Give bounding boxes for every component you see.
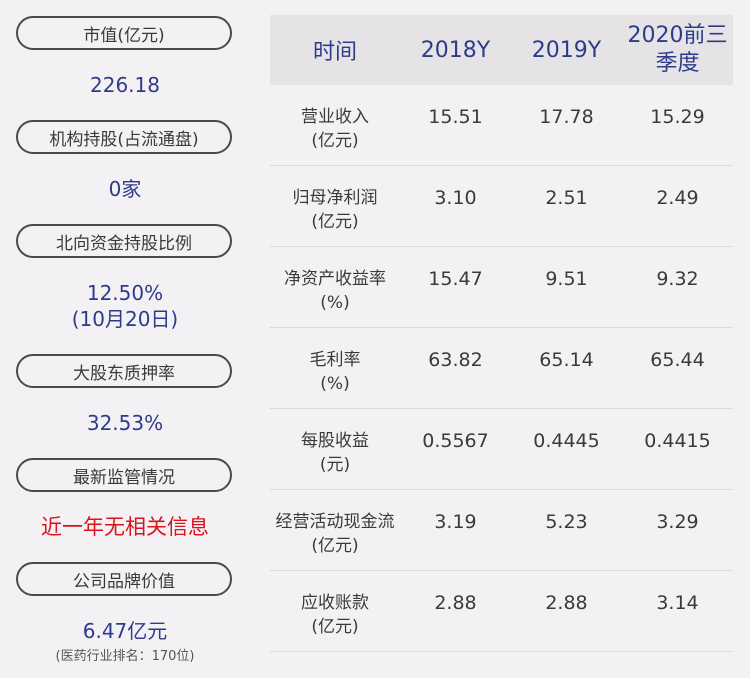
financial-table: 时间 2018Y 2019Y 2020前三季度 营业收入 (亿元) 15.51 1… — [270, 15, 733, 652]
row-label: 归母净利润 (亿元) — [292, 188, 378, 232]
left-panel: 市值(亿元) 226.18 机构持股(占流通盘) 0家 北向资金持股比例 12.… — [0, 0, 250, 678]
brand-value-value: 6.47亿元 — [82, 619, 168, 643]
table-header: 时间 2018Y 2019Y 2020前三季度 — [270, 15, 733, 85]
northbound-ratio-value: 12.50% — [86, 281, 164, 305]
cell-2019: 2.51 — [545, 187, 588, 209]
cell-2018: 0.5567 — [422, 430, 489, 452]
table-row: 经营活动现金流 (亿元) 3.19 5.23 3.29 — [270, 490, 733, 571]
regulation-status-label: 最新监管情况 — [16, 458, 232, 492]
table-row: 毛利率 (%) 63.82 65.14 65.44 — [270, 328, 733, 409]
row-label: 毛利率 (%) — [309, 350, 361, 394]
row-label: 营业收入 (亿元) — [301, 107, 369, 151]
brand-value-label: 公司品牌价值 — [16, 562, 232, 596]
cell-2020: 0.4415 — [644, 430, 711, 452]
institutional-holding-value: 0家 — [108, 177, 142, 201]
cell-2018: 63.82 — [428, 349, 483, 371]
cell-2018: 3.10 — [434, 187, 477, 209]
table-row: 应收账款 (亿元) 2.88 2.88 3.14 — [270, 571, 733, 652]
cell-2020: 65.44 — [650, 349, 705, 371]
header-time: 时间 — [312, 40, 357, 65]
row-label: 应收账款 (亿元) — [301, 593, 369, 637]
cell-2020: 15.29 — [650, 106, 705, 128]
institutional-holding-label: 机构持股(占流通盘) — [16, 120, 232, 154]
regulation-status-value: 近一年无相关信息 — [41, 515, 209, 539]
pledge-ratio-label: 大股东质押率 — [16, 354, 232, 388]
cell-2019: 17.78 — [539, 106, 594, 128]
header-2019: 2019Y — [531, 37, 602, 63]
cell-2019: 0.4445 — [533, 430, 600, 452]
cell-2018: 15.47 — [428, 268, 483, 290]
cell-2019: 5.23 — [545, 511, 588, 533]
cell-2018: 3.19 — [434, 511, 477, 533]
market-cap-value: 226.18 — [90, 73, 160, 97]
northbound-ratio-date: (10月20日) — [71, 307, 179, 331]
row-label: 净资产收益率 (%) — [284, 269, 386, 313]
cell-2020: 2.49 — [656, 187, 699, 209]
header-2018: 2018Y — [420, 37, 491, 63]
table-row: 营业收入 (亿元) 15.51 17.78 15.29 — [270, 85, 733, 166]
pledge-ratio-value: 32.53% — [86, 411, 164, 435]
cell-2020: 3.29 — [656, 511, 699, 533]
cell-2019: 2.88 — [545, 592, 588, 614]
row-label: 每股收益 (元) — [301, 431, 369, 475]
row-label: 经营活动现金流 (亿元) — [275, 512, 395, 556]
header-2020-q3: 2020前三季度 — [627, 23, 728, 76]
cell-2019: 65.14 — [539, 349, 594, 371]
table-row: 每股收益 (元) 0.5567 0.4445 0.4415 — [270, 409, 733, 490]
northbound-ratio-label: 北向资金持股比例 — [16, 224, 232, 258]
table-row: 净资产收益率 (%) 15.47 9.51 9.32 — [270, 247, 733, 328]
market-cap-label: 市值(亿元) — [16, 16, 232, 50]
cell-2018: 2.88 — [434, 592, 477, 614]
brand-value-rank-note: (医药行业排名：170位) — [55, 649, 195, 664]
table-row: 归母净利润 (亿元) 3.10 2.51 2.49 — [270, 166, 733, 247]
cell-2019: 9.51 — [545, 268, 588, 290]
cell-2018: 15.51 — [428, 106, 483, 128]
cell-2020: 9.32 — [656, 268, 699, 290]
cell-2020: 3.14 — [656, 592, 699, 614]
